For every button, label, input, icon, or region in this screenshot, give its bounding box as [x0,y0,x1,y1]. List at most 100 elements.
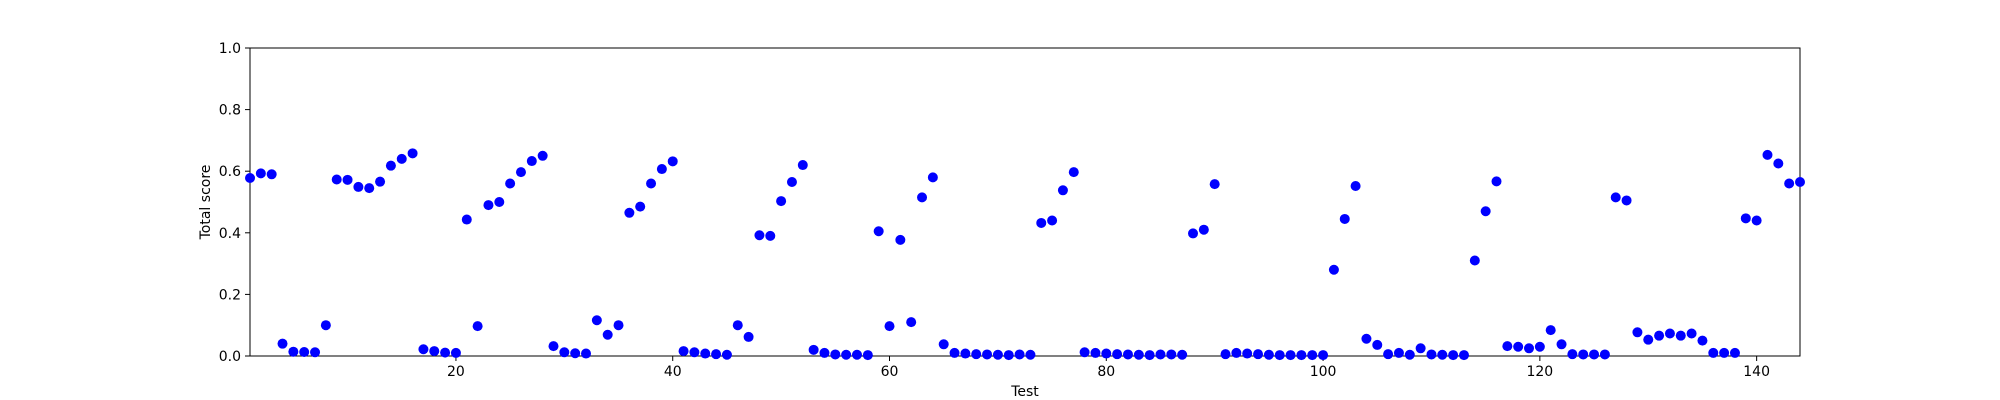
data-point [245,172,255,183]
data-point [982,349,993,360]
data-point [1513,341,1524,352]
data-point [992,349,1003,360]
data-point [472,321,483,332]
data-point [938,339,949,350]
data-point [667,156,678,167]
data-point [266,169,277,180]
data-point [1025,349,1036,360]
data-point [1458,350,1469,361]
data-point [1762,149,1773,160]
data-point [656,164,667,175]
data-point [862,350,873,361]
data-point [960,348,971,359]
x-tick-label: 60 [881,364,899,380]
x-tick-label: 120 [1526,364,1553,380]
data-point [353,181,364,192]
data-point [1567,349,1578,360]
data-point [1068,167,1079,178]
data-point [1697,335,1708,346]
data-point [299,346,310,357]
data-point [494,197,505,207]
data-point [1448,350,1459,361]
data-point [1773,158,1784,169]
data-point [927,172,938,183]
data-point [364,183,375,194]
data-point [711,349,722,360]
data-point [1274,350,1285,361]
data-point [1253,349,1264,360]
data-point [1599,349,1610,360]
data-point [971,349,982,360]
data-point [1209,179,1220,190]
data-point [1621,195,1632,206]
data-point [1307,350,1318,361]
data-point [732,320,743,331]
y-axis-label: Total score [198,165,214,241]
data-point [906,317,917,328]
data-point [1784,178,1795,189]
data-point [1469,255,1480,266]
data-point [331,174,342,185]
data-point [385,160,396,171]
data-point [1729,347,1740,358]
data-point [505,178,516,189]
data-point [559,347,570,358]
data-point [440,347,451,358]
data-point [429,346,440,357]
data-point [1231,347,1242,358]
y-tick-label: 0.4 [219,226,241,242]
data-point [1350,180,1361,191]
data-point [1296,350,1307,361]
data-point [1133,349,1144,360]
data-point [1664,328,1675,339]
data-point [1090,347,1101,358]
data-point [797,160,808,171]
data-point [1361,333,1372,344]
data-point [743,331,754,342]
data-point [1339,213,1350,224]
x-tick-label: 40 [664,364,682,380]
data-point [418,344,429,355]
data-point [1740,213,1751,224]
data-point [1079,347,1090,358]
data-point [884,321,895,332]
data-point [841,349,852,360]
data-point [1437,349,1448,360]
data-point [819,347,830,358]
y-tick-label: 1.0 [219,41,241,57]
x-tick-label: 140 [1743,364,1770,380]
data-point [1122,349,1133,360]
y-tick-label: 0.6 [219,164,241,180]
data-point [591,315,602,326]
data-point [1534,341,1545,352]
data-point [461,214,472,225]
data-point [1383,349,1394,360]
data-point [1415,343,1426,354]
data-point [288,346,299,357]
data-point [1426,349,1437,360]
data-point [1708,347,1719,358]
data-point [1524,343,1535,354]
y-tick-label: 0.8 [219,103,241,119]
data-point [830,349,841,360]
x-tick-label: 80 [1097,364,1115,380]
data-point [255,168,266,179]
data-point [1014,349,1025,360]
data-point [1795,176,1805,187]
data-point [689,347,700,358]
data-point [624,207,635,218]
data-point [808,344,819,355]
data-point [1036,217,1047,228]
data-point [375,176,386,187]
y-axis-ticks: 0.0 0.2 0.4 0.6 0.8 1.0 [219,41,250,365]
data-point [1556,339,1567,350]
data-point [776,196,787,207]
data-point [1372,339,1383,350]
data-point [320,320,331,331]
data-point [1404,349,1415,360]
data-point [1003,350,1014,361]
data-point [407,148,418,159]
data-point [1751,215,1762,226]
data-point [1654,330,1665,341]
